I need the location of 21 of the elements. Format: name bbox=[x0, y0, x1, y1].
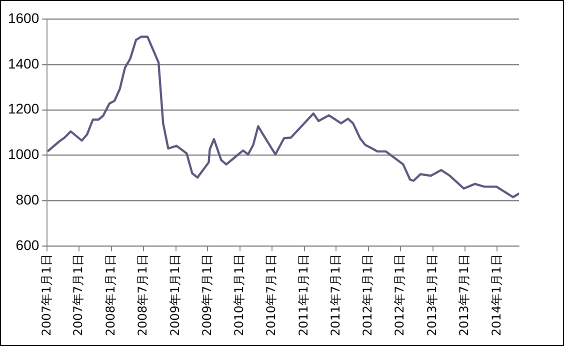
x-tick-label: 2012年7月1日 bbox=[392, 254, 407, 336]
x-tick-label: 2013年7月1日 bbox=[456, 254, 471, 336]
y-tick-label: 1600 bbox=[8, 10, 40, 26]
x-tick-label: 2008年1月1日 bbox=[104, 254, 118, 336]
y-tick-label: 1400 bbox=[8, 55, 40, 72]
x-tick-label: 2009年1月1日 bbox=[168, 254, 182, 336]
y-tick-label: 1200 bbox=[8, 100, 40, 117]
x-tick-label: 2008年7月1日 bbox=[136, 254, 150, 336]
x-tick-label: 2010年7月1日 bbox=[264, 254, 278, 336]
x-tick-label: 2013年1月1日 bbox=[425, 254, 440, 336]
y-tick-label: 800 bbox=[16, 192, 40, 208]
x-tick-label: 2011年1月1日 bbox=[296, 254, 310, 336]
x-tick-label: 2012年1月1日 bbox=[360, 254, 375, 336]
y-tick-label: 1000 bbox=[8, 146, 40, 162]
x-tick-label: 2009年7月1日 bbox=[200, 254, 214, 336]
x-tick-label: 2007年7月1日 bbox=[71, 254, 86, 336]
y-tick-label: 600 bbox=[16, 237, 40, 254]
x-tick-label: 2011年7月1日 bbox=[328, 254, 342, 336]
x-tick-label: 2010年1月1日 bbox=[232, 254, 246, 336]
x-tick-label: 2007年1月1日 bbox=[39, 254, 54, 336]
x-tick-label: 2014年1月1日 bbox=[489, 254, 504, 336]
